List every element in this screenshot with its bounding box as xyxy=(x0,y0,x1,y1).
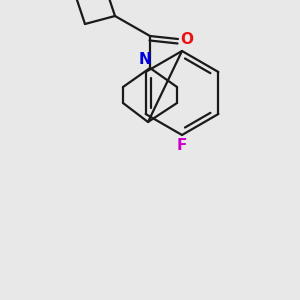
Text: O: O xyxy=(181,32,194,46)
Text: F: F xyxy=(177,137,187,152)
Text: N: N xyxy=(139,52,152,68)
